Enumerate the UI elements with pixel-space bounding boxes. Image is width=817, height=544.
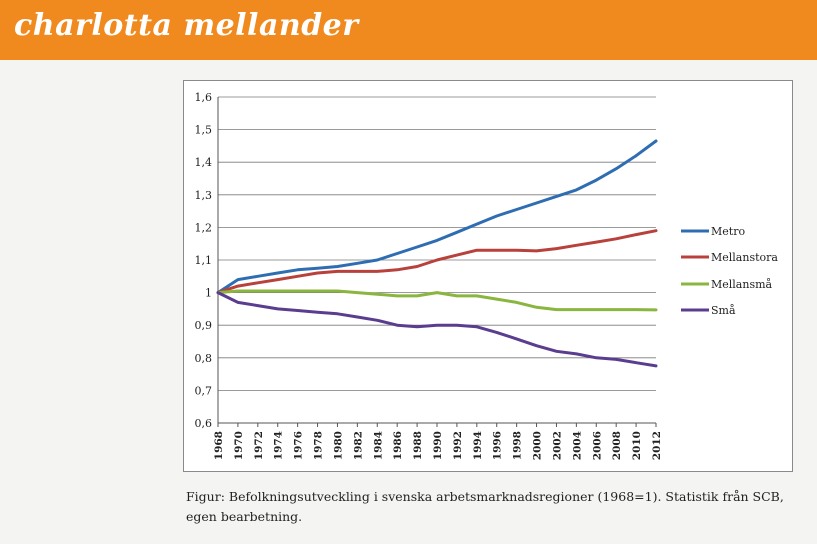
y-tick-label: 1,5 — [195, 124, 213, 137]
series-line — [216, 139, 658, 295]
x-tick-label: 2004 — [571, 431, 583, 460]
legend-label: Mellansmå — [711, 278, 773, 291]
x-tick-label: 1992 — [452, 431, 464, 460]
x-tick-label: 2000 — [532, 431, 544, 460]
header-banner: charlotta mellander — [0, 0, 817, 60]
x-tick-label: 1978 — [313, 431, 325, 460]
legend-label: Mellanstora — [711, 251, 778, 264]
x-tick-label: 1980 — [332, 431, 344, 460]
figure-caption: Figur: Befolkningsutveckling i svenska a… — [186, 487, 806, 527]
y-tick-label: 1,4 — [195, 156, 213, 169]
y-tick-label: 0,7 — [195, 384, 213, 397]
line-chart: 0,6 0,7 0,8 0,9 1 1,1 1,2 1,3 1,4 1,5 1,6 1968 1970 1… — [195, 91, 779, 460]
x-tick-label: 1998 — [512, 431, 524, 460]
x-tick-label: 1970 — [233, 431, 245, 460]
y-tick-label: 1,1 — [195, 254, 213, 267]
x-tick-label: 1974 — [273, 431, 285, 460]
x-tick-label: 2006 — [591, 431, 603, 460]
x-tick-label: 2002 — [551, 431, 563, 460]
x-tick-label: 1994 — [472, 431, 484, 460]
series-line — [216, 289, 658, 312]
x-tick-label: 1990 — [432, 431, 444, 460]
caption-line-2: egen bearbetning. — [186, 509, 303, 524]
x-tick-label: 1984 — [372, 431, 384, 460]
x-tick-label: 2012 — [651, 431, 663, 460]
legend-label: Metro — [711, 225, 745, 238]
chart-area: 0,6 0,7 0,8 0,9 1 1,1 1,2 1,3 1,4 1,5 1,6 1968 1970 1… — [183, 80, 793, 472]
header-title: charlotta mellander — [14, 8, 359, 43]
y-tick-label: 1 — [205, 287, 212, 300]
caption-line-1: Figur: Befolkningsutveckling i svenska a… — [186, 489, 784, 504]
y-tick-label: 1,6 — [195, 91, 213, 104]
series-line — [216, 229, 658, 295]
y-tick-label: 1,2 — [195, 221, 213, 234]
x-tick-label: 1976 — [293, 431, 305, 460]
x-tick-label: 1988 — [412, 431, 424, 460]
x-tick-label: 2010 — [631, 431, 643, 460]
y-tick-label: 0,6 — [195, 417, 213, 430]
y-tick-label: 0,9 — [195, 319, 213, 332]
x-tick-label: 1982 — [352, 431, 364, 460]
x-tick-label: 1968 — [213, 431, 225, 460]
y-tick-label: 1,3 — [195, 189, 213, 202]
y-tick-label: 0,8 — [195, 352, 213, 365]
x-tick-label: 1972 — [253, 431, 265, 460]
x-tick-label: 1996 — [492, 431, 504, 460]
x-tick-label: 1986 — [392, 431, 404, 460]
x-tick-label: 2008 — [611, 431, 623, 460]
legend-label: Små — [711, 304, 736, 317]
series-line — [216, 291, 658, 368]
